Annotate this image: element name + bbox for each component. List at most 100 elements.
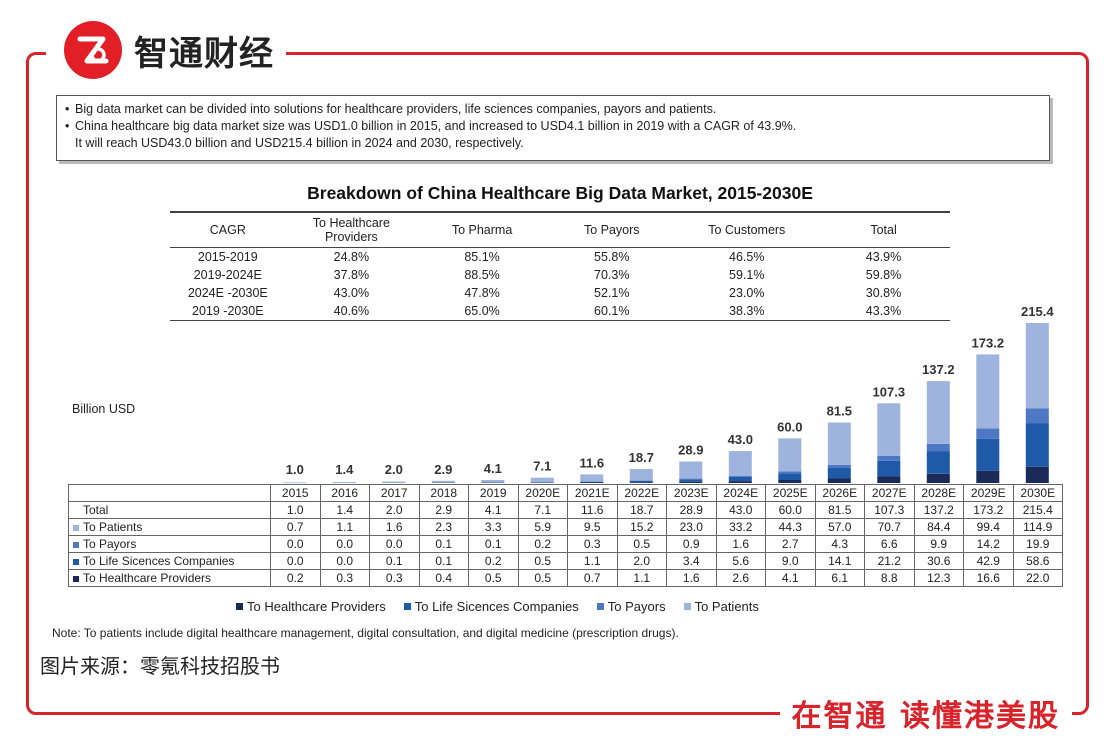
total-data-label: 1.4 [335, 462, 354, 477]
bar-segment [679, 479, 703, 482]
data-cell: 0.5 [468, 569, 519, 587]
bar-segment [976, 438, 1000, 471]
data-cell: 99.4 [963, 518, 1014, 536]
x-tick-label: 2019 [468, 484, 519, 502]
data-cell: 9.0 [765, 552, 816, 570]
data-cell: 9.9 [913, 535, 964, 553]
red-frame [26, 52, 1089, 715]
data-cell: 12.3 [913, 569, 964, 587]
data-cell: 2.9 [418, 501, 469, 519]
x-tick-label: 2020E [517, 484, 568, 502]
x-tick-label: 2026E [814, 484, 865, 502]
data-cell: 2.6 [715, 569, 766, 587]
row-label-text: To Life Sicences Companies [83, 554, 235, 568]
bar-segment [778, 471, 802, 474]
data-cell: 1.0 [270, 501, 321, 519]
cagr-row: 2019 -2030E 40.6% 65.0% 60.1% 38.3% 43.3% [170, 302, 950, 321]
series-swatch [73, 541, 79, 548]
data-cell: 0.2 [270, 569, 321, 587]
bar-segment [778, 480, 802, 484]
row-label: To Healthcare Providers [68, 569, 271, 587]
data-cell: 2.3 [418, 518, 469, 536]
x-tick-label: 2024E [715, 484, 766, 502]
legend-label: To Life Sicences Companies [414, 599, 579, 614]
data-cell: 0.5 [517, 552, 568, 570]
data-cell: 11.6 [567, 501, 618, 519]
bar-segment [431, 480, 455, 483]
total-data-label: 18.7 [629, 450, 654, 465]
data-table-row: To Patients 0.7 1.1 1.6 2.3 3.3 5.9 9.5 15.2 23.0… [68, 518, 1063, 536]
legend-item: To Healthcare Providers [236, 599, 386, 614]
cagr-cell: 2019-2024E [193, 268, 262, 282]
total-data-label: 43.0 [728, 432, 753, 447]
bar-segment [283, 482, 307, 483]
data-cell: 15.2 [616, 518, 667, 536]
data-cell: 0.2 [517, 535, 568, 553]
stacked-bar-chart: 1.0 1.4 2.0 2.9 4.1 7.1 11.6 18.7 28.9 43.0 60.0 81… [283, 304, 1054, 484]
cagr-cell: 52.1% [594, 286, 630, 300]
info-bullet: • China healthcare big data market size w… [65, 119, 797, 133]
data-cell: 81.5 [814, 501, 865, 519]
cagr-cell: 24.8% [333, 250, 370, 264]
chart-legend: To Healthcare Providers To Life Sicences … [236, 599, 936, 614]
cagr-cell: 43.0% [333, 286, 370, 300]
bar-segment [580, 481, 604, 483]
cagr-cell: 43.9% [865, 250, 902, 264]
data-cell: 5.9 [517, 518, 568, 536]
bar-segment [827, 468, 851, 479]
chart-title: Breakdown of China Healthcare Big Data M… [307, 183, 813, 203]
bar-segment [580, 474, 604, 482]
chart-note: Note: To patients include digital health… [52, 626, 679, 640]
cagr-cell: 55.8% [594, 250, 630, 264]
data-cell: 4.3 [814, 535, 865, 553]
total-data-label: 2.0 [385, 462, 403, 477]
data-cell: 0.1 [468, 535, 519, 553]
cagr-cell: 60.1% [547, 302, 677, 321]
data-cell: 70.7 [864, 518, 915, 536]
total-data-label: 11.6 [580, 455, 605, 470]
data-cell: 5.6 [715, 552, 766, 570]
data-cell: 1.6 [715, 535, 766, 553]
cagr-table: CAGR To Healthcare Providers To Pharma T… [170, 211, 950, 321]
data-cell: 4.1 [765, 569, 816, 587]
bar-segment [926, 443, 950, 452]
data-cell: 0.5 [616, 535, 667, 553]
bar-segment [1025, 466, 1049, 484]
bar-segment [580, 482, 604, 484]
row-label-text: To Payors [83, 537, 137, 551]
bar-segment [877, 455, 901, 461]
data-cell: 2.7 [765, 535, 816, 553]
x-tick-label: 2017 [369, 484, 420, 502]
bar-segment [332, 482, 356, 483]
source-caption: 图片来源：零氪科技招股书 [40, 654, 280, 678]
total-data-label: 2.9 [434, 462, 452, 477]
cagr-cell: 47.8% [464, 286, 500, 300]
slogan-text: 在智通 读懂港美股 [791, 699, 1060, 734]
data-cell: 0.4 [418, 569, 469, 587]
cagr-header-cell: To Customers [676, 211, 818, 248]
bar-segment [827, 478, 851, 484]
data-cell: 18.7 [616, 501, 667, 519]
zhitong-logo-icon [64, 21, 122, 79]
data-cell: 0.0 [270, 535, 321, 553]
row-label: To Payors [68, 535, 271, 553]
total-data-label: 107.3 [873, 384, 906, 399]
bar-segment [728, 476, 752, 482]
data-cell: 1.6 [666, 569, 717, 587]
cagr-cell: 43.3% [817, 302, 950, 321]
row-label: To Patients [68, 518, 271, 536]
cagr-header-cell: Total [817, 211, 950, 248]
series-swatch [73, 575, 79, 582]
data-cell: 0.3 [567, 535, 618, 553]
total-data-label: 173.2 [972, 335, 1005, 350]
x-tick-label: 2023E [666, 484, 717, 502]
data-cell: 42.9 [963, 552, 1014, 570]
info-box: • Big data market can be divided into sol… [56, 95, 1050, 161]
data-cell: 0.3 [319, 569, 370, 587]
cagr-cell: 2024E -2030E [187, 286, 268, 300]
cagr-header-cell: To Healthcare Providers [285, 211, 418, 248]
data-table-row: To Healthcare Providers 0.2 0.3 0.3 0.4 0.5 0.… [68, 569, 1063, 587]
cagr-cell: 46.5% [729, 250, 765, 264]
data-cell: 30.6 [913, 552, 964, 570]
legend-swatch [596, 603, 604, 610]
